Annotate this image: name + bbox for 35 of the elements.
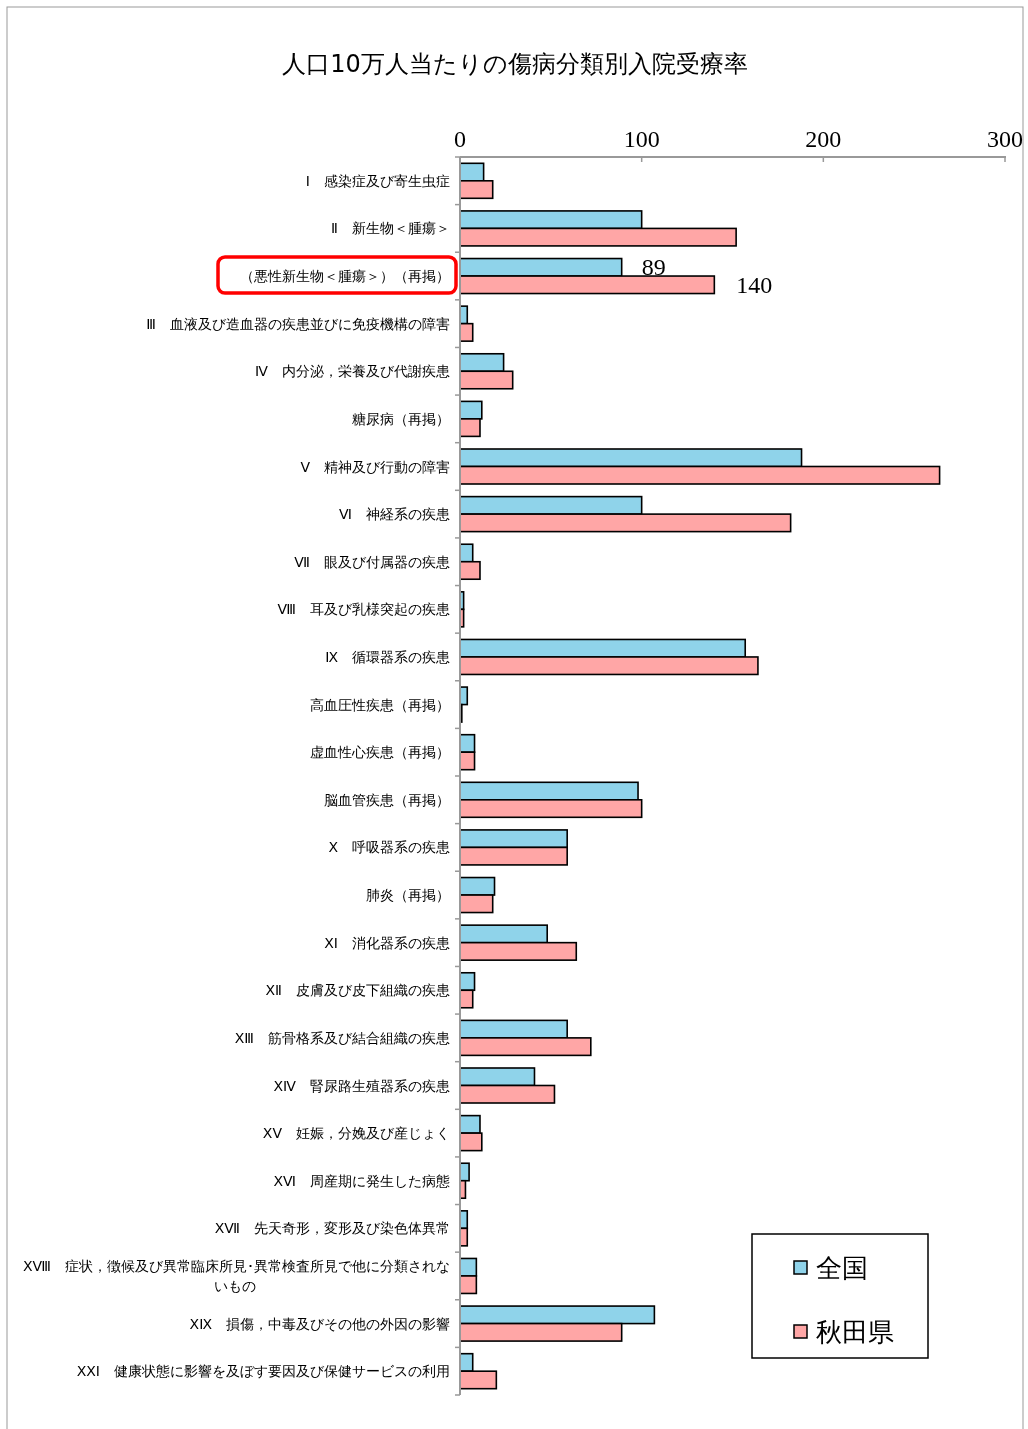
y-tick-label: ⅩⅢ 筋骨格系及び結合組織の疾患	[234, 1029, 450, 1046]
y-tick-label: Ⅰ 感染症及び寄生虫症	[305, 172, 450, 189]
y-tick-label: Ⅱ 新生物＜腫瘍＞	[331, 220, 450, 237]
y-tick-label: Ⅳ 内分泌，栄養及び代謝疾患	[255, 363, 450, 380]
y-tick-label: Ⅲ 血液及び造血器の疾患並びに免疫機構の障害	[146, 315, 450, 332]
x-tick-label: 100	[623, 126, 660, 152]
y-tick-label: Ⅴ 精神及び行動の障害	[300, 458, 450, 475]
data-label: 89	[641, 254, 666, 281]
y-tick-label: ⅩⅣ 腎尿路生殖器系の疾患	[273, 1077, 450, 1094]
y-tick-label: （悪性新生物＜腫瘍＞）（再掲）	[240, 268, 450, 285]
y-tick-label: ⅩⅨ 損傷，中毒及びその他の外因の影響	[189, 1315, 450, 1332]
y-tick-label: Ⅹ 呼吸器系の疾患	[328, 839, 450, 856]
y-tick-label: Ⅵ 神経系の疾患	[339, 506, 450, 523]
y-tick-label: 高血圧性疾患（再掲）	[310, 696, 450, 713]
y-tick-label: ⅩⅤ 妊娠，分娩及び産じょく	[262, 1125, 450, 1142]
x-tick-label: 200	[805, 126, 842, 152]
data-label: 140	[736, 271, 773, 298]
legend-label: 全国	[816, 1254, 868, 1283]
y-tick-label: Ⅶ 眼及び付属器の疾患	[294, 553, 450, 570]
y-tick-label: 肺炎（再掲）	[366, 887, 450, 904]
y-tick-label: 糖尿病（再掲）	[352, 410, 450, 427]
y-tick-label: 脳血管疾患（再掲）	[324, 791, 450, 808]
y-tick-label: ⅩⅥ 周産期に発生した病態	[273, 1172, 450, 1189]
y-tick-label: 虚血性心疾患（再掲）	[310, 744, 450, 761]
y-tick-label: ⅩⅩⅠ 健康状態に影響を及ぼす要因及び保健サービスの利用	[76, 1363, 450, 1380]
y-tick-label: ⅩⅡ 皮膚及び皮下組織の疾患	[265, 982, 450, 999]
y-tick-label: ⅩⅧ 症状，徴候及び異常臨床所見･異常検査所見で他に分類されないもの	[22, 1257, 450, 1294]
y-tick-label: ⅩⅠ 消化器系の疾患	[324, 934, 450, 951]
legend-label: 秋田県	[816, 1318, 894, 1347]
y-tick-label: Ⅷ 耳及び乳様突起の疾患	[277, 601, 450, 618]
y-tick-label: ⅩⅦ 先天奇形，変形及び染色体異常	[214, 1220, 450, 1237]
y-tick-label: Ⅸ 循環器系の疾患	[325, 648, 450, 665]
x-tick-label: 300	[987, 126, 1023, 152]
chart-title: 人口10万人当たりの傷病分類別入院受療率	[282, 50, 748, 78]
x-tick-label: 0	[454, 126, 466, 152]
